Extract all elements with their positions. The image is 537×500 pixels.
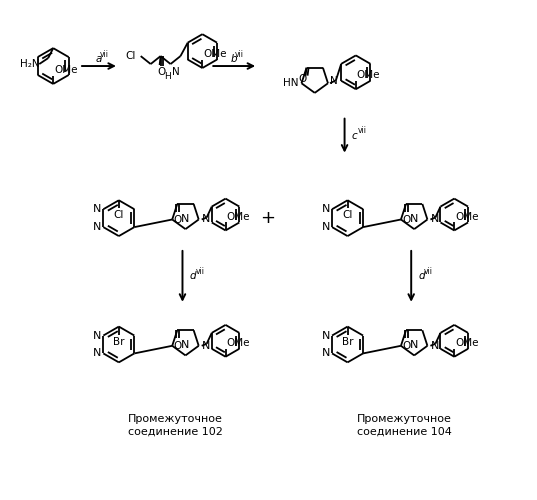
Text: d: d — [190, 272, 196, 281]
Text: N: N — [182, 214, 190, 224]
Text: vii: vii — [99, 50, 108, 58]
Text: N: N — [171, 67, 179, 77]
Text: b: b — [231, 54, 237, 64]
Text: OMe: OMe — [455, 212, 479, 222]
Text: O: O — [173, 341, 182, 351]
Text: H₂N: H₂N — [20, 59, 39, 69]
Text: N: N — [93, 330, 101, 340]
Text: vii: vii — [195, 267, 205, 276]
Text: N: N — [322, 348, 330, 358]
Text: OMe: OMe — [54, 65, 78, 75]
Text: соединение 104: соединение 104 — [357, 427, 452, 437]
Text: O: O — [299, 74, 307, 84]
Text: +: + — [260, 209, 275, 227]
Text: соединение 102: соединение 102 — [128, 427, 223, 437]
Text: N: N — [322, 222, 330, 232]
Text: N: N — [93, 348, 101, 358]
Text: N: N — [322, 330, 330, 340]
Text: O: O — [402, 341, 410, 351]
Text: a: a — [96, 54, 102, 64]
Text: d: d — [418, 272, 425, 281]
Text: Cl: Cl — [114, 210, 124, 220]
Text: HN: HN — [283, 78, 299, 88]
Text: OMe: OMe — [227, 212, 250, 222]
Text: N: N — [410, 340, 418, 350]
Text: O: O — [173, 215, 182, 225]
Text: N: N — [202, 341, 210, 351]
Text: OMe: OMe — [227, 338, 250, 348]
Text: vii: vii — [358, 126, 367, 135]
Text: H: H — [164, 72, 171, 81]
Text: N: N — [93, 222, 101, 232]
Text: N: N — [410, 214, 418, 224]
Text: N: N — [202, 214, 210, 224]
Text: Промежуточное: Промежуточное — [128, 414, 223, 424]
Text: OMe: OMe — [455, 338, 479, 348]
Text: Cl: Cl — [343, 210, 353, 220]
Text: O: O — [157, 67, 166, 77]
Text: OMe: OMe — [357, 70, 380, 81]
Text: N: N — [330, 76, 338, 86]
Text: Промежуточное: Промежуточное — [357, 414, 452, 424]
Text: N: N — [182, 340, 190, 350]
Text: c: c — [352, 130, 357, 140]
Text: vii: vii — [424, 267, 433, 276]
Text: Cl: Cl — [125, 51, 136, 61]
Text: N: N — [431, 341, 439, 351]
Text: OMe: OMe — [204, 49, 227, 59]
Text: N: N — [93, 204, 101, 214]
Text: N: N — [431, 214, 439, 224]
Text: Br: Br — [113, 336, 125, 346]
Text: Br: Br — [342, 336, 353, 346]
Text: N: N — [322, 204, 330, 214]
Text: vii: vii — [235, 50, 244, 58]
Text: O: O — [402, 215, 410, 225]
